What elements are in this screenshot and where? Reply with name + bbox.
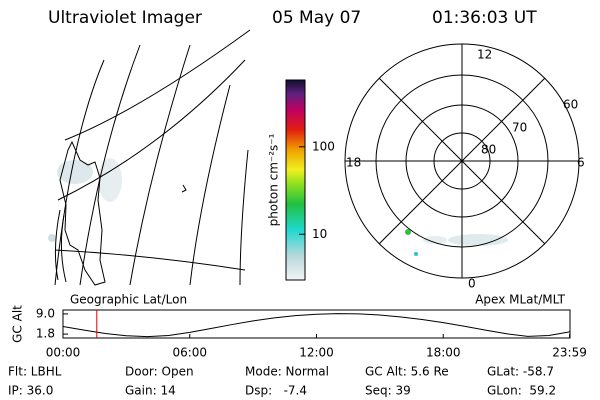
- x-tick-label: 00:00: [46, 346, 81, 360]
- altitude-line: [62, 313, 570, 338]
- y-tick-label: 1.8: [36, 327, 55, 341]
- geo-map: [48, 29, 251, 286]
- colorbar-label: photon cm⁻²s⁻¹: [267, 133, 281, 226]
- mlt-label: 18: [346, 156, 361, 170]
- status-text: GC Alt: 5.6 Re: [365, 365, 449, 379]
- colorbar-tick-label: 100: [312, 139, 335, 153]
- map-caption: Geographic Lat/Lon: [70, 293, 187, 307]
- status-text: Mode: Normal: [245, 365, 329, 379]
- x-tick-label: 06:00: [172, 346, 207, 360]
- x-tick-label: 23:59: [552, 346, 587, 360]
- x-tick-label: 12:00: [299, 346, 334, 360]
- time: 01:36:03 UT: [432, 8, 537, 28]
- lat-label: 60: [563, 98, 578, 112]
- polar-caption: Apex MLat/MLT: [475, 293, 565, 307]
- lat-label: 70: [512, 121, 527, 135]
- status-text: Flt: LBHL: [8, 365, 62, 379]
- status-text: GLon: 59.2: [487, 384, 556, 398]
- mlt-label: 6: [577, 156, 585, 170]
- status-text: GLat: -58.7: [487, 365, 554, 379]
- status-text: Seq: 39: [365, 384, 411, 398]
- lat-label: 80: [481, 143, 496, 157]
- date: 05 May 07: [272, 8, 361, 28]
- status-text: Dsp: -7.4: [245, 384, 307, 398]
- title: Ultraviolet Imager: [48, 8, 202, 28]
- status-text: IP: 36.0: [8, 384, 53, 398]
- y-label: GC Alt: [11, 305, 25, 343]
- colorbar: [285, 79, 306, 281]
- status-text: Gain: 14: [125, 384, 176, 398]
- mlt-label: 12: [477, 48, 492, 62]
- polar-plot: [344, 43, 580, 279]
- mlt-label: 0: [468, 277, 476, 291]
- x-tick-label: 18:00: [426, 346, 461, 360]
- y-tick-label: 9.0: [36, 306, 55, 320]
- status-text: Door: Open: [125, 365, 194, 379]
- colorbar-tick-label: 10: [312, 227, 327, 241]
